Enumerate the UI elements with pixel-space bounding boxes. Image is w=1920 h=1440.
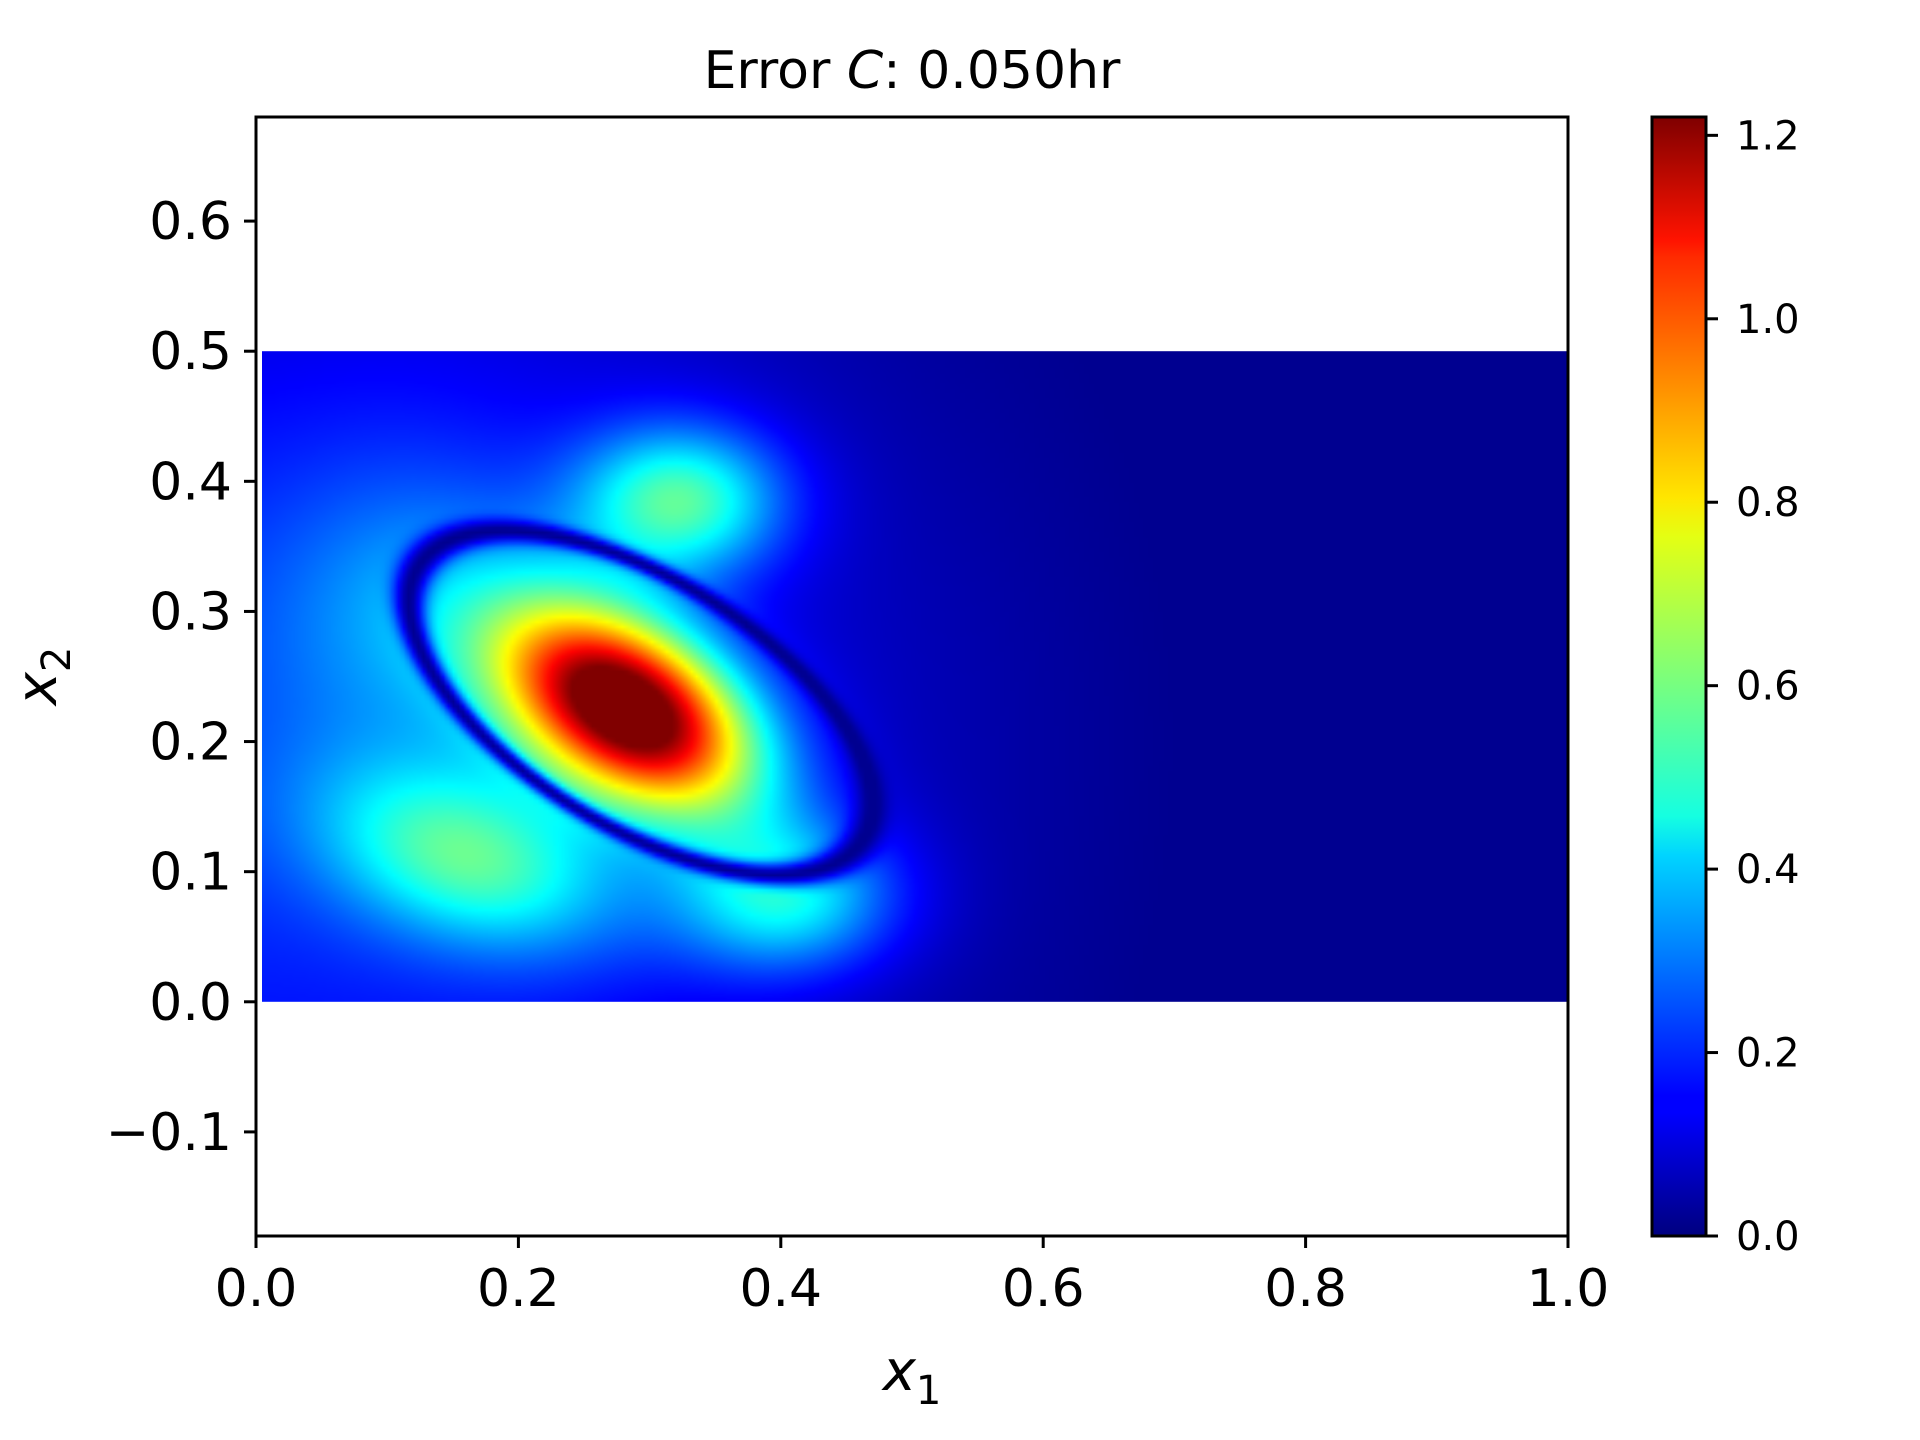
x-axis-label-subscript: 1 [916, 1368, 941, 1414]
y-axis-label-symbol: x [5, 671, 70, 707]
y-axis-label: x2 [5, 647, 80, 708]
y-tick-label: 0.4 [149, 452, 232, 512]
colorbar-tick-label: 0.8 [1736, 480, 1800, 526]
y-tick-label: 0.5 [149, 322, 232, 382]
colorbar-tick-label: 1.2 [1736, 113, 1800, 159]
chart-title-variable: C [847, 41, 884, 101]
y-tick-label: 0.3 [149, 582, 232, 642]
x-axis: 0.0 0.2 0.4 0.6 0.8 1.0 [215, 1236, 1610, 1319]
x-tick-label: 0.6 [1002, 1259, 1085, 1319]
colorbar-axis: 0.0 0.2 0.4 0.6 0.8 1.0 1.2 [1706, 113, 1800, 1260]
chart-title-suffix: : 0.050hr [883, 41, 1121, 101]
y-axis-label-subscript: 2 [34, 647, 80, 672]
x-tick-label: 0.4 [739, 1259, 822, 1319]
x-tick-label: 1.0 [1527, 1259, 1610, 1319]
chart-title-prefix: Error [704, 41, 847, 101]
y-tick-label: 0.1 [149, 843, 232, 903]
y-tick-label: 0.2 [149, 713, 232, 773]
x-tick-label: 0.2 [477, 1259, 560, 1319]
colorbar-tick-label: 0.0 [1736, 1214, 1800, 1260]
colorbar-tick-label: 0.6 [1736, 664, 1800, 710]
x-tick-label: 0.8 [1264, 1259, 1347, 1319]
chart-title: Error C: 0.050hr [704, 41, 1121, 101]
x-axis-label-symbol: x [881, 1339, 917, 1404]
y-axis: 0.6 0.5 0.4 0.3 0.2 0.1 0.0 −0.1 [106, 192, 256, 1163]
y-tick-label: 0.0 [149, 973, 232, 1033]
y-tick-label: −0.1 [106, 1103, 232, 1163]
colorbar [1652, 117, 1706, 1236]
colorbar-tick-label: 1.0 [1736, 297, 1800, 343]
y-tick-label: 0.6 [149, 192, 232, 252]
heatmap-field [262, 351, 1568, 1002]
colorbar-frame [1650, 115, 1708, 1238]
x-axis-label: x1 [881, 1339, 942, 1414]
x-tick-label: 0.0 [215, 1259, 298, 1319]
colorbar-tick-label: 0.2 [1736, 1031, 1800, 1077]
colorbar-tick-label: 0.4 [1736, 847, 1800, 893]
plot-frame [254, 115, 1570, 1238]
heatmap-image [262, 351, 1568, 1002]
